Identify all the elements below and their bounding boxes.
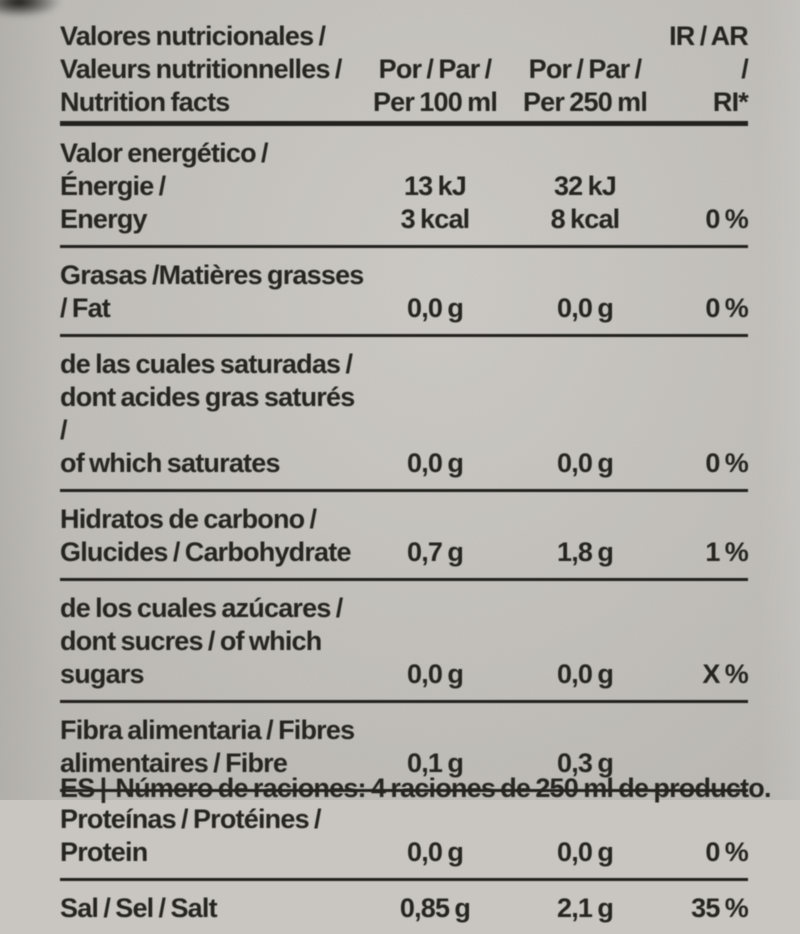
value-line: 1,8 g <box>556 537 614 567</box>
value-per-100ml: 0,1 g <box>365 747 505 780</box>
value-per-100ml: 0,0 g <box>365 447 505 480</box>
value-ri-percent: 0 % <box>705 293 748 323</box>
nutrient-name-line: dont acides gras saturés / <box>60 382 355 445</box>
value-ri-percent: 0 % <box>705 448 748 478</box>
servings-note-text: Número de raciones: 4 raciones de 250 ml… <box>115 773 771 803</box>
nutrient-name-line: Glucides / Carbohydrate <box>60 537 351 567</box>
nutrient-name: de las cuales saturadas / dont acides gr… <box>60 348 365 480</box>
column-header-ri: IR / AR / RI* <box>665 20 749 119</box>
value-line: 0,3 g <box>556 748 614 778</box>
table-row-energy: Valor energético / Énergie / Energy 13 k… <box>60 126 749 248</box>
nutrient-name-line: Hidratos de carbono / <box>60 504 317 534</box>
value-per-250ml: 0,0 g <box>505 447 665 480</box>
nutrient-name-line: alimentaires / Fibre <box>60 748 288 778</box>
value-ri-percent: X % <box>702 659 748 689</box>
nutrient-name-line: Proteínas / Protéines / Protein <box>60 804 322 867</box>
nutrient-name: Sal / Sel / Salt <box>60 892 365 925</box>
servings-note: ES | Número de raciones: 4 raciones de 25… <box>60 772 780 805</box>
value-per-250ml: 2,1 g <box>505 892 665 925</box>
value-per-250ml: 0,0 g <box>505 292 665 325</box>
column-header-line: Por / Par / <box>528 54 643 84</box>
nutrient-name-line: Sal / Sel / Salt <box>60 893 218 923</box>
value-ri-percent: 0 % <box>705 837 748 867</box>
table-row-carbohydrate: Hidratos de carbono / Glucides / Carbohy… <box>60 492 749 581</box>
value-line: 0,0 g <box>406 293 464 323</box>
value-line: 8 kcal <box>550 204 621 234</box>
value-line: 0,0 g <box>556 293 614 323</box>
nutrient-name: Proteínas / Protéines / Protein <box>60 803 365 869</box>
table-header-row: Valores nutricionales / Valeurs nutritio… <box>60 0 749 126</box>
table-row-salt: Sal / Sel / Salt 0,85 g 2,1 g 35 % <box>60 881 749 934</box>
value-line: 32 kJ <box>553 171 617 201</box>
column-header-per-100ml: Por / Par / Per 100 ml <box>365 53 505 119</box>
table-title-line: Nutrition facts <box>60 87 230 117</box>
column-header-line: IR / AR / <box>669 21 749 84</box>
nutrient-name-line: of which saturates <box>60 448 280 478</box>
value-line: 0,0 g <box>406 837 464 867</box>
value-per-100ml: 0,0 g <box>365 836 505 869</box>
column-header-line: Por / Par / <box>378 54 493 84</box>
value-line: 0,7 g <box>406 537 464 567</box>
nutrient-name: Fibra alimentaria / Fibres alimentaires … <box>60 714 365 780</box>
value-per-100ml: 0,85 g <box>365 892 505 925</box>
value-line: 0,0 g <box>556 837 614 867</box>
nutrient-name-line: Grasas /Matières grasses / Fat <box>60 260 364 323</box>
value-line: 0,85 g <box>399 893 471 923</box>
value-per-100ml: 0,0 g <box>365 292 505 325</box>
value-line: 0,0 g <box>406 448 464 478</box>
table-row-fibre: Fibra alimentaria / Fibres alimentaires … <box>60 703 748 792</box>
table-row-sugars: de los cuales azúcares / dont sucres / o… <box>60 581 749 703</box>
nutrient-name-line: de los cuales azúcares / <box>60 593 343 623</box>
table-row-fat: Grasas /Matières grasses / Fat 0,0 g 0,0… <box>60 248 749 337</box>
value-per-250ml: 0,3 g <box>505 747 665 780</box>
column-header-line: Per 100 ml <box>372 87 498 117</box>
value-per-250ml: 0,0 g <box>505 836 665 869</box>
value-line: 13 kJ <box>403 171 467 201</box>
nutrient-name: Hidratos de carbono / Glucides / Carbohy… <box>60 503 365 569</box>
value-ri-percent: 35 % <box>691 893 749 923</box>
value-per-100ml: 0,7 g <box>365 536 505 569</box>
table-title: Valores nutricionales / Valeurs nutritio… <box>60 20 365 119</box>
value-line: 0,0 g <box>556 659 614 689</box>
table-row-saturates: de las cuales saturadas / dont acides gr… <box>60 337 749 492</box>
column-header-line: RI* <box>712 87 749 117</box>
value-ri-percent: 0 % <box>705 204 748 234</box>
value-per-100ml: 0,0 g <box>365 658 505 691</box>
nutrient-name: de los cuales azúcares / dont sucres / o… <box>60 592 365 691</box>
value-line: 0,0 g <box>556 448 614 478</box>
value-line: 3 kcal <box>400 204 471 234</box>
nutrient-name-line: de las cuales saturadas / <box>60 349 353 379</box>
table-title-line: Valeurs nutritionnelles / <box>60 54 342 84</box>
nutrient-name-line: dont sucres / of which sugars <box>60 626 322 689</box>
nutrient-name-line: Energy <box>60 204 148 234</box>
column-header-line: Per 250 ml <box>522 87 648 117</box>
nutrient-name-line: Fibra alimentaria / Fibres <box>60 715 355 745</box>
column-header-per-250ml: Por / Par / Per 250 ml <box>505 53 665 119</box>
value-line: 2,1 g <box>556 893 614 923</box>
value-per-250ml: 0,0 g <box>505 658 665 691</box>
nutrient-name: Grasas /Matières grasses / Fat <box>60 259 365 325</box>
table-row-protein: Proteínas / Protéines / Protein 0,0 g 0,… <box>60 792 749 881</box>
nutrient-name: Valor energético / Énergie / Energy <box>60 137 365 236</box>
value-line: 0,0 g <box>406 659 464 689</box>
value-per-250ml: 1,8 g <box>505 536 665 569</box>
value-line: 0,1 g <box>406 748 464 778</box>
value-per-100ml: 13 kJ 3 kcal <box>365 170 505 236</box>
table-title-line: Valores nutricionales / <box>60 21 326 51</box>
servings-note-language-prefix: ES | <box>60 773 107 803</box>
value-ri-percent: 1 % <box>705 537 748 567</box>
value-per-250ml: 32 kJ 8 kcal <box>505 170 665 236</box>
nutrient-name-line: Valor energético / Énergie / <box>60 138 268 201</box>
